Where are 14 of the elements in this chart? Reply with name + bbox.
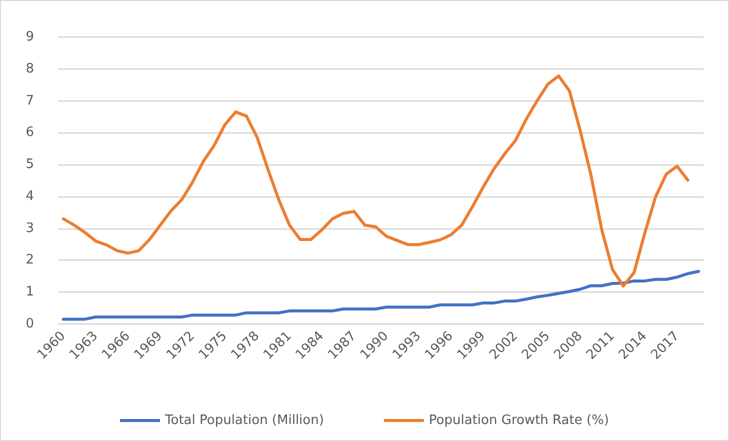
y-tick-label: 0 bbox=[26, 316, 34, 332]
y-tick-label: 1 bbox=[26, 284, 34, 300]
legend-label: Total Population (Million) bbox=[164, 413, 324, 428]
y-tick-label: 9 bbox=[26, 30, 34, 44]
y-tick-label: 7 bbox=[26, 93, 34, 108]
y-tick-label: 6 bbox=[26, 125, 34, 140]
legend-label: Population Growth Rate (%) bbox=[428, 413, 609, 428]
y-tick-label: 4 bbox=[26, 188, 34, 204]
y-tick-label: 2 bbox=[26, 252, 34, 268]
y-tick-label: 8 bbox=[26, 61, 34, 76]
line-series bbox=[62, 74, 690, 288]
line-series bbox=[62, 270, 700, 321]
y-tick-label: 5 bbox=[26, 157, 34, 172]
y-tick-label: 3 bbox=[26, 220, 34, 236]
